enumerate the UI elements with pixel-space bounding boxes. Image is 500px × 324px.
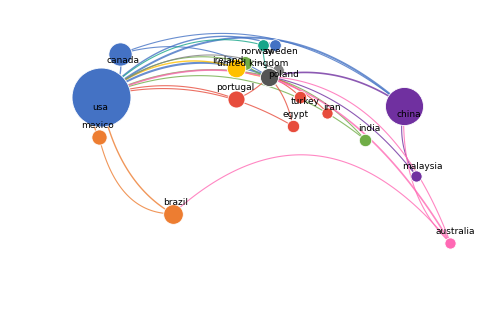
Point [232,97,239,102]
Text: norway: norway [240,47,274,56]
Point [412,173,420,178]
Point [361,137,369,142]
Text: india: india [358,124,380,133]
Point [240,60,248,65]
Point [400,103,408,108]
Text: china: china [396,110,420,119]
Text: turkey: turkey [290,97,320,106]
Point [296,94,304,99]
Point [95,135,103,140]
Text: sweden: sweden [264,47,298,56]
Point [446,240,454,246]
Point [168,211,176,216]
Point [271,42,279,48]
Text: brazil: brazil [163,198,188,207]
Text: usa: usa [92,103,108,112]
Point [232,65,239,70]
Text: poland: poland [268,70,299,79]
Text: canada: canada [106,56,140,65]
Point [324,110,332,115]
Text: iran: iran [323,103,340,112]
Text: malaysia: malaysia [402,162,442,171]
Text: portugal: portugal [216,83,255,92]
Text: mexico: mexico [81,122,114,131]
Text: egypt: egypt [282,110,309,119]
Point [116,52,124,57]
Text: united kingdom: united kingdom [216,59,288,67]
Point [289,123,297,129]
Point [96,94,104,99]
Point [265,74,273,79]
Text: australia: australia [435,227,474,236]
Point [274,67,282,72]
Point [259,42,267,48]
Text: ireland: ireland [212,56,244,65]
